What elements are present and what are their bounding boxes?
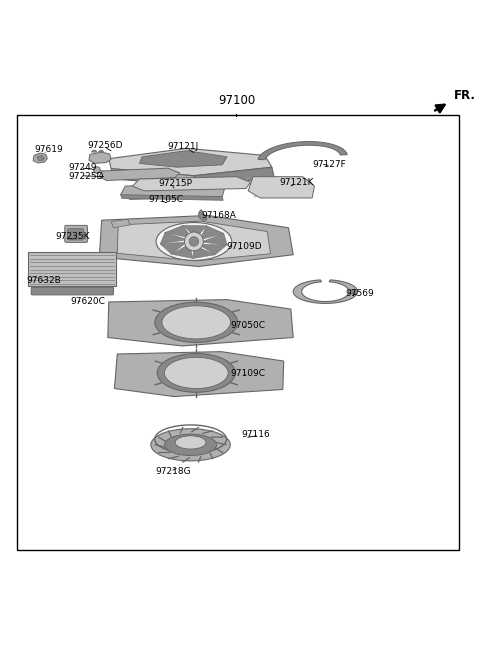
Circle shape xyxy=(94,167,100,173)
Polygon shape xyxy=(160,233,194,244)
Ellipse shape xyxy=(175,436,206,449)
Text: 97620C: 97620C xyxy=(70,297,105,306)
Polygon shape xyxy=(348,290,358,294)
Polygon shape xyxy=(160,241,194,255)
Circle shape xyxy=(184,232,204,251)
Polygon shape xyxy=(194,241,227,255)
Polygon shape xyxy=(98,150,104,152)
Ellipse shape xyxy=(162,306,230,339)
FancyBboxPatch shape xyxy=(65,226,87,243)
Circle shape xyxy=(189,237,199,246)
Polygon shape xyxy=(194,167,274,186)
Text: 97100: 97100 xyxy=(218,94,255,107)
Text: 97619: 97619 xyxy=(34,145,63,154)
Text: 97249: 97249 xyxy=(69,163,97,172)
FancyBboxPatch shape xyxy=(68,229,84,240)
FancyBboxPatch shape xyxy=(28,253,116,287)
Ellipse shape xyxy=(151,429,230,461)
Text: 97569: 97569 xyxy=(345,289,374,298)
Polygon shape xyxy=(193,241,215,258)
Polygon shape xyxy=(120,195,223,200)
Polygon shape xyxy=(99,168,180,180)
Polygon shape xyxy=(117,221,271,261)
Text: 97215P: 97215P xyxy=(158,179,192,188)
Polygon shape xyxy=(120,182,225,199)
Ellipse shape xyxy=(165,434,216,455)
Text: 97218G: 97218G xyxy=(155,467,191,476)
Ellipse shape xyxy=(155,302,238,342)
Text: 97109C: 97109C xyxy=(231,369,266,378)
FancyBboxPatch shape xyxy=(31,287,113,295)
Polygon shape xyxy=(37,155,45,161)
Ellipse shape xyxy=(156,222,232,260)
Polygon shape xyxy=(183,225,206,241)
Text: 97121K: 97121K xyxy=(279,178,313,187)
Text: 97109D: 97109D xyxy=(226,242,262,251)
Polygon shape xyxy=(114,352,284,397)
Polygon shape xyxy=(89,152,111,163)
Polygon shape xyxy=(258,142,348,160)
Polygon shape xyxy=(111,169,199,186)
Polygon shape xyxy=(33,153,48,163)
Polygon shape xyxy=(99,215,293,266)
Text: 97127F: 97127F xyxy=(312,160,346,169)
Polygon shape xyxy=(109,148,272,176)
Polygon shape xyxy=(194,226,224,241)
Text: 97116: 97116 xyxy=(241,430,270,439)
Text: FR.: FR. xyxy=(454,89,476,102)
Wedge shape xyxy=(199,210,207,220)
Polygon shape xyxy=(171,241,194,258)
Text: 97235K: 97235K xyxy=(56,232,90,241)
Polygon shape xyxy=(140,151,227,167)
Polygon shape xyxy=(248,176,314,198)
Text: 97256D: 97256D xyxy=(87,141,123,150)
Text: 97050C: 97050C xyxy=(231,321,266,330)
Polygon shape xyxy=(194,234,227,245)
Ellipse shape xyxy=(164,358,228,388)
Ellipse shape xyxy=(157,354,235,392)
Polygon shape xyxy=(165,225,194,241)
Text: 97105C: 97105C xyxy=(148,195,183,205)
Text: 97225D: 97225D xyxy=(69,172,104,181)
Polygon shape xyxy=(293,280,358,303)
Polygon shape xyxy=(91,150,97,152)
Text: 97632B: 97632B xyxy=(26,276,61,285)
Polygon shape xyxy=(132,176,251,191)
Polygon shape xyxy=(111,219,130,228)
Text: 97121J: 97121J xyxy=(168,142,199,152)
Polygon shape xyxy=(108,300,293,346)
Text: 97168A: 97168A xyxy=(201,211,236,220)
